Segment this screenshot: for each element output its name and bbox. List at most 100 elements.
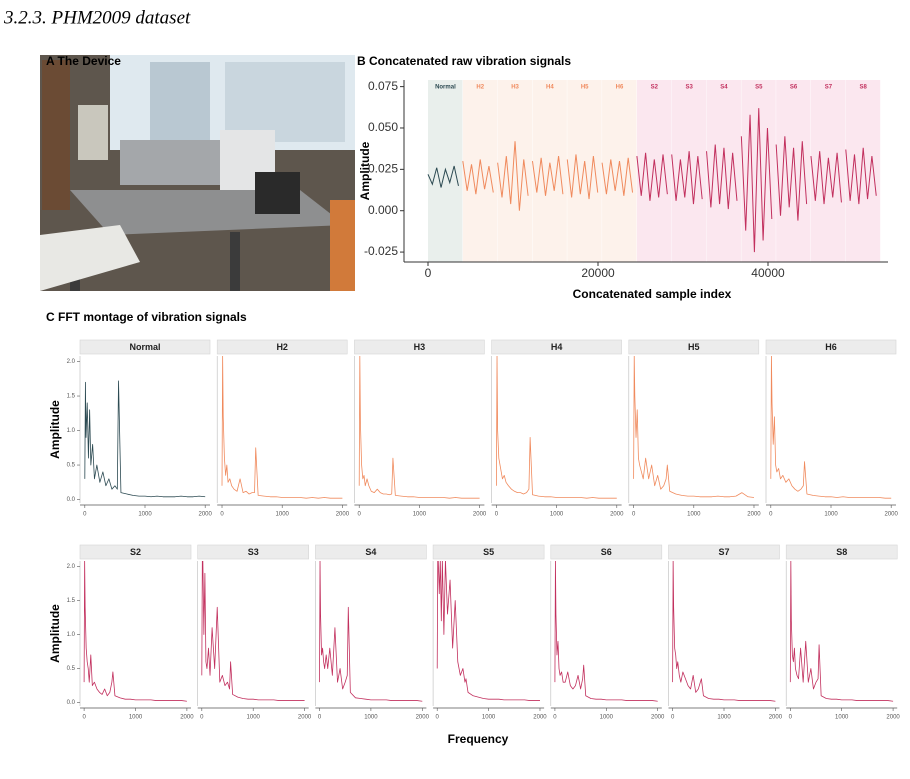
facet-title: S4 (365, 547, 376, 557)
y-axis-label: Amplitude (358, 141, 372, 200)
x-tick-label: 2000 (533, 715, 547, 721)
cabinet (42, 60, 70, 210)
x-tick-label: 40000 (751, 266, 785, 280)
segment-label: H5 (581, 85, 589, 91)
x-tick-label: 1000 (413, 512, 427, 518)
x-tick-label: 0 (769, 512, 773, 518)
facet-title: H5 (688, 342, 700, 352)
chart-title: B Concatenated raw vibration signals (357, 54, 571, 68)
x-tick-label: 0 (495, 512, 499, 518)
table-leg (230, 232, 240, 291)
spectrum-line (672, 561, 776, 702)
x-tick-label: 2000 (885, 512, 899, 518)
segment-label: H4 (546, 85, 554, 91)
signal-line (775, 136, 808, 221)
x-tick-label: 1000 (138, 512, 152, 518)
facet-strip (785, 544, 898, 560)
x-tick-label: 0 (220, 512, 224, 518)
chart-title: C FFT montage of vibration signals (46, 310, 247, 324)
y-tick-label: 0.5 (67, 463, 76, 469)
x-tick-label: 0 (789, 715, 793, 721)
segment-label: H6 (616, 85, 624, 91)
x-tick-label: 1000 (824, 512, 838, 518)
spectrum-line (436, 561, 540, 701)
window-pane (150, 62, 210, 142)
x-tick-label: 2000 (769, 715, 783, 721)
segment-label: Normal (435, 85, 456, 91)
x-axis-label: Concatenated sample index (573, 287, 732, 301)
x-tick-label: 0 (358, 512, 362, 518)
segment-band (532, 80, 568, 262)
spectrum-line (221, 356, 343, 499)
segment-label: H2 (476, 85, 484, 91)
x-tick-label: 1000 (247, 715, 261, 721)
segment-label: S6 (790, 85, 798, 91)
segment-band (567, 80, 603, 262)
y-tick-label: 1.5 (67, 598, 76, 604)
x-tick-label: 1000 (482, 715, 496, 721)
spectrum-line (201, 561, 305, 701)
y-tick-label: 0.050 (368, 120, 398, 134)
x-tick-label: 1000 (276, 512, 290, 518)
segment-band (462, 80, 498, 262)
facet-strip (432, 544, 545, 560)
signal-line (740, 108, 773, 253)
y-axis-label: Amplitude (48, 604, 62, 663)
y-tick-label: 1.5 (67, 394, 76, 400)
x-tick-label: 2000 (886, 715, 900, 721)
signal-line (845, 147, 877, 205)
spectrum-line (789, 561, 894, 702)
signal-line (601, 157, 634, 196)
x-tick-label: 0 (671, 715, 675, 721)
section-heading: 3.2.3. PHM2009 dataset (3, 7, 191, 28)
facet-title: S5 (483, 547, 494, 557)
facet-title: S7 (718, 547, 729, 557)
x-tick-label: 2000 (610, 512, 624, 518)
controller (78, 105, 108, 160)
facet-title: S2 (130, 547, 141, 557)
x-tick-label: 2000 (180, 715, 194, 721)
x-tick-label: 20000 (581, 266, 615, 280)
signal-line (462, 159, 494, 195)
desk (40, 225, 140, 291)
segment-band (671, 80, 707, 262)
x-tick-label: 1000 (364, 715, 378, 721)
facet-title: S3 (248, 547, 259, 557)
facet-title: Normal (129, 342, 160, 352)
facet-strip (216, 339, 348, 355)
signal-line (531, 156, 564, 196)
facet-title: H3 (414, 342, 426, 352)
motor (255, 172, 300, 214)
signal-line (706, 144, 738, 210)
x-tick-label: 1000 (600, 715, 614, 721)
facet-strip (79, 544, 192, 560)
segment-band (602, 80, 637, 262)
window-pane (225, 62, 345, 142)
segment-label: S8 (860, 85, 868, 91)
facet-strip (315, 544, 427, 560)
signal-line (427, 165, 459, 188)
signal-line (636, 152, 668, 201)
facet-title: H4 (551, 342, 563, 352)
signal-line (810, 151, 842, 205)
facet-strip (79, 339, 211, 355)
facet-strip (354, 339, 485, 355)
signal-line (671, 151, 703, 205)
segment-label: S3 (685, 85, 693, 91)
x-axis-label: Frequency (448, 732, 509, 746)
x-tick-label: 2000 (747, 512, 761, 518)
x-tick-label: 0 (200, 715, 204, 721)
facet-strip (765, 339, 897, 355)
y-tick-label: 2.0 (67, 564, 76, 570)
x-tick-label: 1000 (550, 512, 564, 518)
segment-band (776, 80, 811, 262)
spectrum-line (496, 356, 617, 499)
segment-band (741, 80, 777, 262)
x-tick-label: 2000 (298, 715, 312, 721)
segment-label: S5 (755, 85, 763, 91)
x-tick-label: 1000 (717, 715, 731, 721)
segment-band (810, 80, 846, 262)
x-tick-label: 2000 (336, 512, 350, 518)
x-tick-label: 0 (83, 512, 87, 518)
gearbox-rig (120, 140, 230, 185)
